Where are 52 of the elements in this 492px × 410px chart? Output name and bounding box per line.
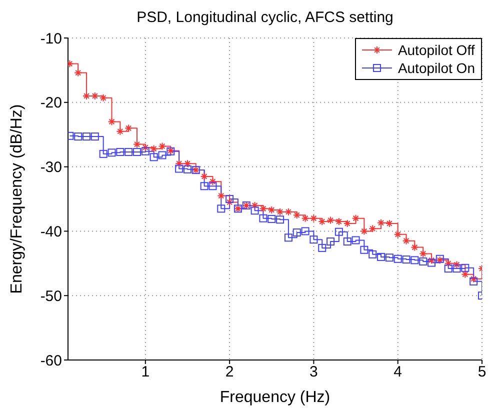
- point: [90, 132, 99, 141]
- point: [108, 148, 116, 157]
- point: [116, 148, 124, 156]
- y-tick-label: -50: [40, 288, 62, 305]
- point: [360, 246, 368, 254]
- y-axis-title: Energy/Frequency (dB/Hz): [8, 104, 26, 294]
- x-tick-label: 3: [310, 364, 318, 381]
- y-tick-label: -30: [40, 159, 62, 176]
- point: [284, 234, 292, 242]
- legend-label: Autopilot On: [398, 59, 475, 77]
- point: [292, 228, 301, 236]
- y-tick-label: -10: [40, 30, 62, 48]
- point: [158, 151, 166, 160]
- x-tick-label: 1: [141, 364, 150, 381]
- point: [200, 182, 208, 190]
- point: [150, 153, 158, 162]
- x-tick-label: 4: [394, 364, 402, 381]
- x-tick-label: 2: [225, 364, 234, 381]
- point: [470, 277, 478, 286]
- point: [461, 264, 470, 272]
- point: [226, 195, 234, 203]
- point: [343, 238, 352, 246]
- point: [318, 244, 326, 252]
- point: [99, 150, 108, 158]
- point: [326, 238, 335, 246]
- point: [74, 132, 82, 141]
- point: [268, 214, 276, 223]
- y-tick-label: -60: [40, 352, 62, 370]
- legend-label: Autopilot Off: [398, 41, 475, 59]
- point: [208, 182, 217, 190]
- x-tick-label: 5: [478, 364, 486, 381]
- point: [394, 254, 402, 263]
- point: [82, 132, 91, 141]
- x-axis-title: Frequency (Hz): [220, 389, 330, 406]
- point: [419, 257, 428, 266]
- point: [133, 148, 141, 156]
- chart-title: PSD, Longitudinal cyclic, AFCS setting: [136, 8, 394, 28]
- point: [334, 228, 343, 236]
- point: [259, 214, 268, 222]
- point: [377, 252, 386, 261]
- y-tick-label: -20: [40, 94, 62, 112]
- point: [124, 148, 133, 156]
- point: [402, 256, 410, 264]
- point: [276, 216, 284, 224]
- point: [410, 256, 419, 264]
- point: [385, 254, 394, 262]
- point: [352, 236, 360, 244]
- point: [310, 236, 318, 244]
- point: [301, 227, 310, 236]
- point: [217, 204, 226, 213]
- y-tick-label: -40: [40, 224, 62, 241]
- point: [368, 250, 377, 258]
